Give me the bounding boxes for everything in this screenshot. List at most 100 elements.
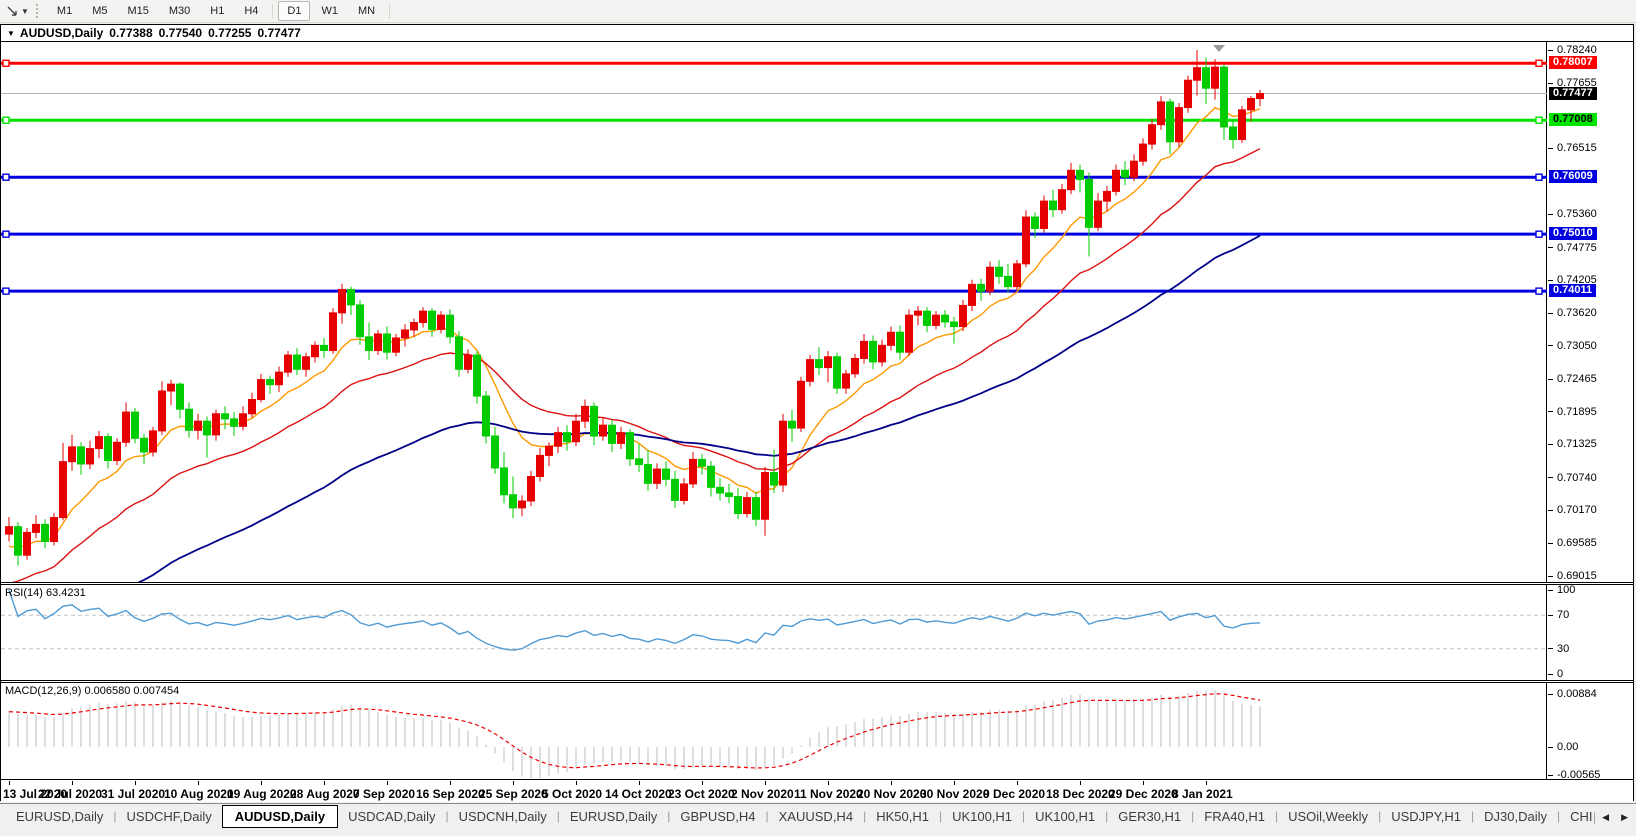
rsi-tick-label: 0	[1557, 668, 1564, 680]
date-tick-mark	[324, 781, 325, 785]
macd-chart[interactable]	[1, 683, 1547, 779]
ohlc-low: 0.77255	[208, 26, 252, 40]
date-tick-label: 16 Sep 2020	[416, 787, 485, 801]
cursor-tool-icon[interactable]	[4, 3, 20, 19]
ohlc-high: 0.77540	[158, 26, 203, 40]
tab-separator: |	[863, 809, 867, 823]
price-tick-mark	[1548, 49, 1553, 51]
timeframe-button-m5[interactable]: M5	[92, 5, 108, 17]
date-tick-mark	[72, 781, 73, 785]
chart-symbol: AUDUSD,Daily	[19, 26, 104, 40]
chart-tab-usdcad-daily[interactable]: USDCAD,Daily	[348, 808, 436, 824]
tab-separator: |	[1378, 809, 1382, 823]
tab-scroll-right-icon[interactable]: ▶	[1621, 811, 1628, 822]
rsi-tick-label: 100	[1557, 584, 1576, 596]
tab-scroll-left-icon[interactable]: ◀	[1602, 811, 1610, 822]
rsi-tick-label: 70	[1557, 609, 1570, 622]
timeframe-button-d1[interactable]: D1	[278, 1, 311, 21]
date-tick-label: 2 Nov 2020	[731, 787, 794, 801]
date-tick-mark	[135, 781, 136, 785]
date-tick-label: 28 Aug 2020	[290, 787, 360, 801]
date-tick-mark	[9, 781, 10, 785]
price-tick-mark	[1548, 542, 1553, 544]
chart-tab-uk100-h1[interactable]: UK100,H1	[1035, 808, 1096, 824]
macd-axis[interactable]: 0.00884 0.00 -0.00565	[1547, 683, 1635, 781]
timeframe-button-m30[interactable]: M30	[168, 5, 191, 17]
timeframe-button-m15[interactable]: M15	[127, 5, 149, 17]
macd-panel[interactable]: MACD(12,26,9) 0.006580 0.007454 0.00884 0…	[1, 683, 1635, 781]
timeframe-button-m1[interactable]: M1	[56, 5, 73, 17]
chart-tab-dj30-daily[interactable]: DJ30,Daily	[1484, 808, 1548, 824]
chart-tab-eurusd-daily[interactable]: EURUSD,Daily	[16, 808, 104, 824]
rsi-axis[interactable]: 100 70 30 0	[1547, 584, 1635, 680]
timeframe-button-mn[interactable]: MN	[357, 5, 376, 17]
date-tick-label: 31 Jul 2020	[101, 787, 166, 801]
date-tick-label: 10 Aug 2020	[164, 787, 234, 801]
date-tick-mark	[954, 781, 955, 785]
price-tick-mark	[1548, 443, 1553, 445]
price-tick-mark	[1548, 575, 1553, 577]
chart-tab-bar: EURUSD,Daily | USDCHF,Daily AUDUSD,Daily USD…	[0, 803, 1636, 836]
chart-tab-fra40-h1[interactable]: FRA40,H1	[1204, 808, 1265, 824]
chart-tab-usdchf-daily[interactable]: USDCHF,Daily	[126, 808, 212, 824]
date-tick-label: 19 Aug 2020	[227, 787, 297, 801]
tab-separator: |	[1471, 809, 1475, 823]
date-tick-mark	[828, 781, 829, 785]
rsi-panel[interactable]: RSI(14) 63.4231 100 70 30 0	[1, 584, 1635, 680]
toolbar-separator	[389, 3, 391, 19]
price-tick-label: 0.74775	[1557, 241, 1597, 254]
date-tick-label: 13 Jul 2020	[3, 787, 68, 801]
date-tick-label: 18 Dec 2020	[1046, 787, 1115, 801]
panel-divider[interactable]	[1, 582, 1633, 585]
date-tick-label: 30 Nov 2020	[920, 787, 990, 801]
timeframe-buttons: M1 M5 M15 M30 H1 H4 D1 W1 MN	[47, 1, 394, 21]
price-tick-label: 0.74205	[1557, 274, 1597, 287]
chart-tab-eurusd-daily[interactable]: EURUSD,Daily	[569, 808, 658, 824]
date-tick-mark	[1080, 781, 1081, 785]
tab-separator: |	[113, 809, 117, 823]
chart-tab-audusd-daily[interactable]: AUDUSD,Daily	[221, 804, 339, 828]
price-tick-mark	[1548, 279, 1553, 281]
chart-tab-xauusd-h4[interactable]: XAUUSD,H4	[778, 808, 854, 824]
timeframe-button-h4[interactable]: H4	[244, 5, 259, 17]
chart-tab-usoil-weekly[interactable]: USOil,Weekly	[1288, 808, 1369, 824]
date-tick-label: 29 Dec 2020	[1109, 787, 1178, 801]
hline-price-label: 0.75010	[1549, 227, 1597, 241]
price-tick-label: 0.73050	[1557, 339, 1597, 352]
hline-price-label: 0.74011	[1549, 284, 1597, 298]
chart-tab-china300-h1[interactable]: CHINA300,H1	[1570, 808, 1596, 824]
price-chart-panel[interactable]: 0.78240 0.77655 0.76515 0.75360 0.74775 0.742…	[1, 42, 1635, 652]
rsi-chart[interactable]	[1, 585, 1547, 680]
date-tick-mark	[576, 781, 577, 785]
toolbar-grip[interactable]	[35, 4, 41, 18]
tab-separator: |	[1022, 809, 1026, 823]
panel-divider[interactable]	[1, 680, 1633, 683]
date-axis[interactable]: 13 Jul 2020 22 Jul 2020 31 Jul 2020 10 Aug …	[1, 781, 1633, 802]
price-tick-label: 0.72465	[1557, 373, 1597, 386]
chart-tab-gbpusd-h4[interactable]: GBPUSD,H4	[680, 808, 756, 824]
candlestick-chart[interactable]	[1, 42, 1547, 652]
price-axis[interactable]: 0.78240 0.77655 0.76515 0.75360 0.74775 0.742…	[1547, 42, 1635, 582]
ohlc-close: 0.77477	[257, 26, 301, 40]
price-tick-label: 0.75360	[1557, 208, 1597, 221]
date-tick-mark	[261, 781, 262, 785]
timeframe-button-w1[interactable]: W1	[321, 5, 338, 17]
macd-tick-label: -0.00565	[1557, 769, 1601, 781]
date-tick-mark	[450, 781, 451, 785]
timeframe-button-h1[interactable]: H1	[210, 5, 225, 17]
price-tick-mark	[1548, 147, 1553, 149]
dropdown-caret-icon[interactable]: ▼	[21, 6, 29, 16]
tab-scroll-buttons: | ◀ ▶	[1593, 808, 1634, 826]
price-tick-mark	[1548, 345, 1553, 347]
chart-tab-uk100-h1[interactable]: UK100,H1	[952, 808, 1013, 824]
chart-tab-usdcnh-daily[interactable]: USDCNH,Daily	[458, 808, 547, 824]
collapse-triangle-icon[interactable]: ▼	[7, 28, 15, 38]
chart-tab-usdjpy-h1[interactable]: USDJPY,H1	[1391, 808, 1462, 824]
date-tick-label: 8 Jan 2021	[1172, 787, 1233, 801]
chart-tab-ger30-h1[interactable]: GER30,H1	[1118, 808, 1182, 824]
chart-tab-hk50-h1[interactable]: HK50,H1	[876, 808, 929, 824]
price-tick-label: 0.76515	[1557, 142, 1597, 155]
date-tick-label: 22 Jul 2020	[38, 787, 103, 801]
rsi-tick-mark	[1548, 589, 1553, 591]
